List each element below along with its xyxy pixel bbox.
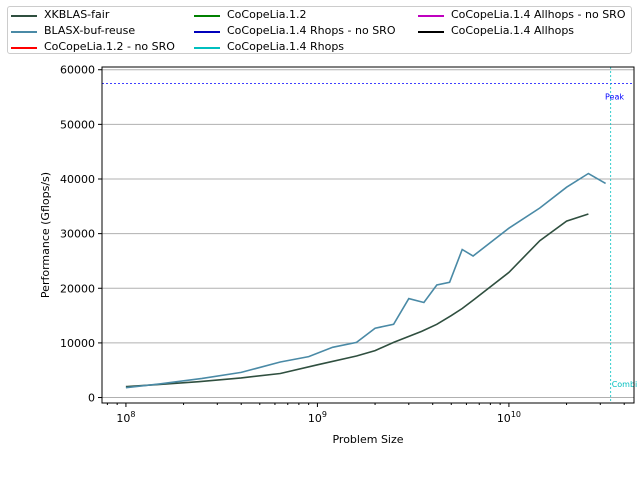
legend-label: CoCopeLia.1.2	[227, 8, 307, 21]
legend-swatch	[194, 47, 220, 49]
legend-swatch	[194, 15, 220, 17]
legend-swatch	[11, 31, 37, 33]
y-tick-label: 60000	[60, 64, 95, 77]
legend: XKBLAS-fair BLASX-buf-reuse CoCopeLia.1.2 …	[7, 6, 632, 54]
legend-swatch	[11, 47, 37, 49]
y-tick-label: 0	[88, 392, 95, 405]
legend-swatch	[418, 15, 444, 17]
y-axis-ticks: 0 10000 20000 30000 40000 50000 60000	[60, 64, 102, 405]
grid-layer	[102, 69, 634, 399]
y-tick-label: 20000	[60, 282, 95, 295]
plot-frame	[101, 66, 635, 404]
legend-label: CoCopeLia.1.2 - no SRO	[44, 40, 175, 53]
legend-label: BLASX-buf-reuse	[44, 24, 136, 37]
series-line	[125, 172, 606, 389]
annotation-layer: Peak Combi	[102, 67, 637, 403]
x-tick-label: 108	[116, 410, 135, 425]
y-axis-label: Performance (Gflops/s)	[39, 172, 52, 298]
legend-label: CoCopeLia.1.4 Allhops - no SRO	[451, 8, 626, 21]
y-tick-label: 40000	[60, 173, 95, 186]
legend-label: CoCopeLia.1.4 Allhops	[451, 24, 575, 37]
y-tick-label: 10000	[60, 337, 95, 350]
series-layer	[125, 172, 606, 389]
legend-label: CoCopeLia.1.4 Rhops - no SRO	[227, 24, 396, 37]
x-tick-label: 1010	[497, 410, 521, 425]
x-axis-label: Problem Size	[332, 433, 403, 446]
legend-swatch	[194, 31, 220, 33]
legend-label: CoCopeLia.1.4 Rhops	[227, 40, 345, 53]
legend-swatch	[418, 31, 444, 33]
peak-label: Peak	[605, 92, 624, 101]
legend-label: XKBLAS-fair	[44, 8, 110, 21]
y-tick-label: 30000	[60, 228, 95, 241]
series-line	[125, 213, 589, 388]
x-tick-label: 109	[308, 410, 327, 425]
y-tick-label: 50000	[60, 118, 95, 131]
legend-swatch	[11, 15, 37, 17]
combi-label: Combi	[612, 380, 638, 389]
x-axis-ticks: 108 109 1010	[106, 403, 625, 425]
